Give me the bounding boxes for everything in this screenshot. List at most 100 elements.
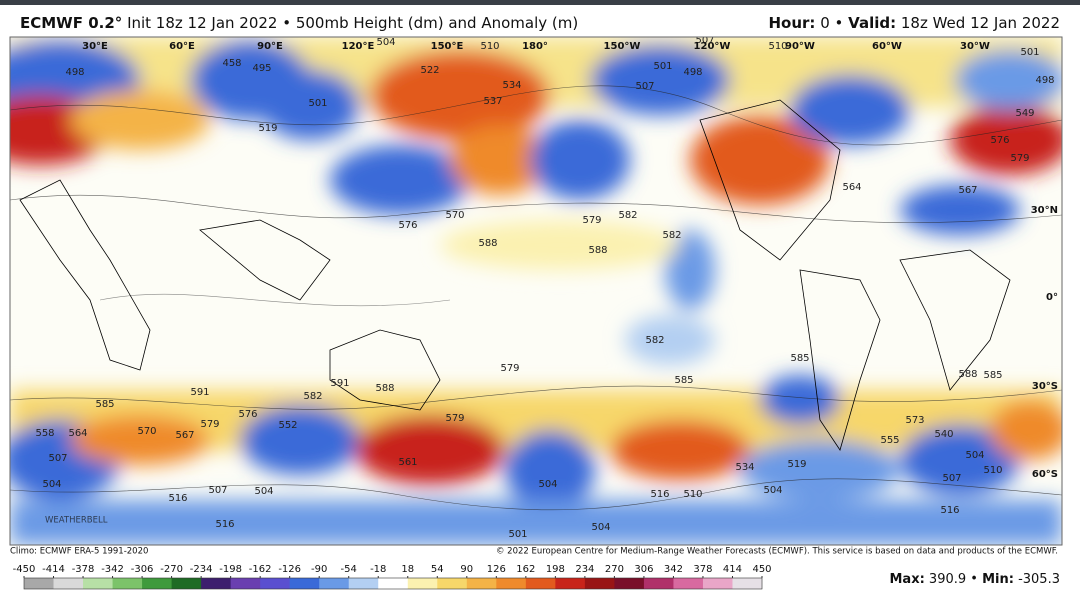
contour-label: 540 bbox=[934, 429, 953, 440]
contour-label: 585 bbox=[95, 399, 114, 410]
header-right: Hour: 0 • Valid: 18z Wed 12 Jan 2022 bbox=[768, 14, 1060, 32]
contour-label: 582 bbox=[645, 335, 664, 346]
max-min: Max: 390.9 • Min: -305.3 bbox=[889, 572, 1060, 587]
contour-label: 498 bbox=[683, 67, 702, 78]
colorbar-segment bbox=[525, 578, 556, 589]
contour-label: 504 bbox=[376, 37, 395, 48]
colorbar-tick-label: -18 bbox=[370, 564, 386, 575]
colorbar-segment bbox=[407, 578, 438, 589]
contour-label: 567 bbox=[175, 430, 194, 441]
contour-label: 516 bbox=[168, 493, 187, 504]
contour-label: 558 bbox=[35, 428, 54, 439]
climo: Climo: ECMWF ERA-5 1991-2020 bbox=[10, 547, 148, 557]
contour-label: 504 bbox=[591, 522, 610, 533]
contour-label: 576 bbox=[238, 409, 257, 420]
colorbar-tick-label: 414 bbox=[723, 564, 742, 575]
contour-label: 570 bbox=[445, 210, 464, 221]
contour-label: 498 bbox=[1035, 75, 1054, 86]
contour-label: 564 bbox=[68, 428, 87, 439]
logo: WEATHERBELL bbox=[45, 516, 108, 526]
contour-label: 504 bbox=[763, 485, 782, 496]
colorbar-frame bbox=[23, 577, 763, 590]
colorbar-tick-label: -342 bbox=[101, 564, 124, 575]
contour-label: 504 bbox=[538, 479, 557, 490]
contour-label: 507 bbox=[635, 81, 654, 92]
contour-label: 591 bbox=[190, 387, 209, 398]
contour-label: 507 bbox=[48, 453, 67, 464]
contour-label: 582 bbox=[618, 210, 637, 221]
contour-label: 507 bbox=[208, 485, 227, 496]
colorbar-tick-label: -270 bbox=[160, 564, 183, 575]
map-frame bbox=[9, 36, 1063, 546]
contour-label: 549 bbox=[1015, 108, 1034, 119]
colorbar-segment bbox=[614, 578, 645, 589]
longitude-label: 150°E bbox=[431, 41, 464, 52]
colorbar-tick-label: 378 bbox=[693, 564, 712, 575]
contour-label: 585 bbox=[790, 353, 809, 364]
longitude-label: 30°W bbox=[960, 41, 990, 52]
contour-label: 579 bbox=[500, 363, 519, 374]
longitude-label: 150°W bbox=[604, 41, 641, 52]
contour-label: 576 bbox=[398, 220, 417, 231]
separator: • bbox=[835, 14, 844, 32]
colorbar-segment bbox=[496, 578, 527, 589]
min-label: Min: bbox=[982, 572, 1014, 587]
contour-label: 516 bbox=[650, 489, 669, 500]
contour-label: 501 bbox=[508, 529, 527, 540]
latitude-label: 30°S bbox=[1032, 381, 1058, 392]
contours bbox=[10, 85, 1062, 511]
contour-label: 510 bbox=[768, 41, 787, 52]
contour-label: 588 bbox=[375, 383, 394, 394]
contour-label: 498 bbox=[65, 67, 84, 78]
contour-label: 501 bbox=[308, 98, 327, 109]
contour-label: 570 bbox=[137, 426, 156, 437]
longitude-label: 120°W bbox=[694, 41, 731, 52]
contour-label: 579 bbox=[445, 413, 464, 424]
contour-label: 507 bbox=[695, 35, 714, 46]
colorbar-segment bbox=[702, 578, 733, 589]
latitude-label: 60°S bbox=[1032, 469, 1058, 480]
contour-label: 519 bbox=[258, 123, 277, 134]
colorbar-segment bbox=[83, 578, 114, 589]
longitude-label: 60°E bbox=[169, 41, 195, 52]
valid-value: 18z Wed 12 Jan 2022 bbox=[901, 14, 1060, 32]
contour-label: 585 bbox=[983, 370, 1002, 381]
contour-label: 588 bbox=[958, 369, 977, 380]
colorbar-tick-label: -414 bbox=[42, 564, 65, 575]
contour-label: 519 bbox=[787, 459, 806, 470]
max-value: 390.9 bbox=[929, 572, 966, 587]
colorbar-segment bbox=[230, 578, 261, 589]
colorbar-segment bbox=[378, 578, 409, 589]
contour-label: 504 bbox=[42, 479, 61, 490]
colorbar-tick-label: -234 bbox=[190, 564, 213, 575]
colorbar-tick-label: 198 bbox=[546, 564, 565, 575]
contour-label: 458 bbox=[222, 58, 241, 69]
copyright: © 2022 European Centre for Medium-Range … bbox=[496, 547, 1058, 557]
colorbar-tick-label: -198 bbox=[219, 564, 242, 575]
valid-label: Valid: bbox=[848, 14, 896, 32]
contour-label: 567 bbox=[958, 185, 977, 196]
colorbar-tick-label: -54 bbox=[341, 564, 357, 575]
longitude-label: 60°W bbox=[872, 41, 902, 52]
contour-label: 555 bbox=[880, 435, 899, 446]
contour-label: 522 bbox=[420, 65, 439, 76]
contour-label: 504 bbox=[254, 486, 273, 497]
colorbar-segment bbox=[201, 578, 232, 589]
longitude-label: 120°E bbox=[342, 41, 375, 52]
max-label: Max: bbox=[889, 572, 924, 587]
contour-label: 501 bbox=[1020, 47, 1039, 58]
colorbar-tick-label: -378 bbox=[72, 564, 95, 575]
colorbar-tick-label: 90 bbox=[460, 564, 473, 575]
contour-label: 510 bbox=[480, 41, 499, 52]
contour-label: 534 bbox=[735, 462, 754, 473]
colorbar-tick-label: -90 bbox=[311, 564, 327, 575]
description: Init 18z 12 Jan 2022 • 500mb Height (dm)… bbox=[127, 14, 578, 32]
colorbar-tick-label: 270 bbox=[605, 564, 624, 575]
colorbar-tick-label: 234 bbox=[575, 564, 594, 575]
contour-label: 510 bbox=[683, 489, 702, 500]
colorbar-segment bbox=[319, 578, 350, 589]
hour-label: Hour: bbox=[768, 14, 815, 32]
contour-label: 510 bbox=[983, 465, 1002, 476]
